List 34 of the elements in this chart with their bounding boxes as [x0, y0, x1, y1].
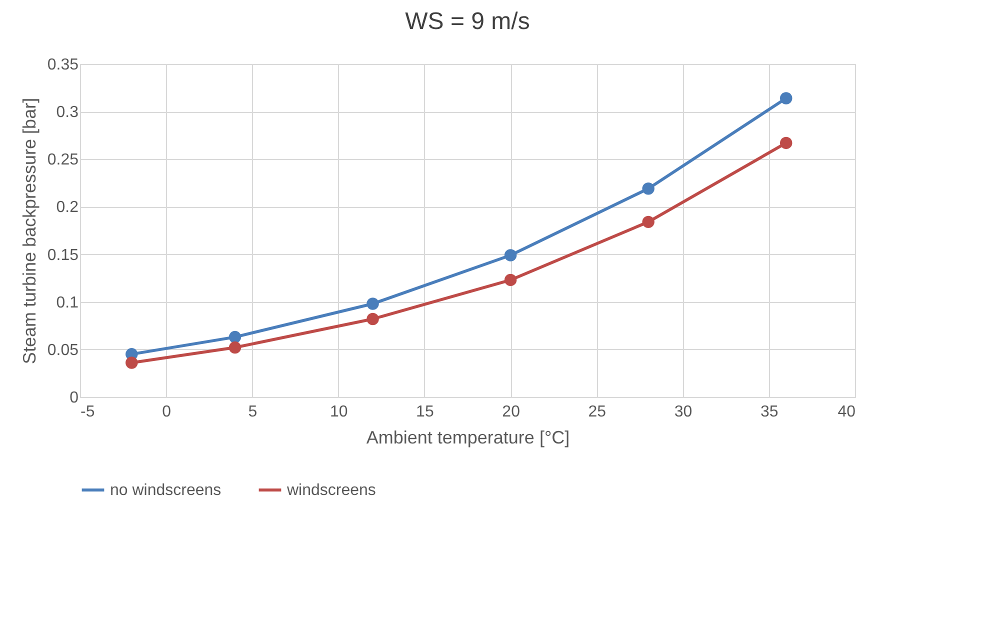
y-axis-title: Steam turbine backpressure [bar]	[19, 98, 40, 364]
point	[366, 312, 379, 326]
point	[504, 274, 517, 286]
point	[126, 356, 138, 369]
point	[642, 216, 654, 228]
x-tick-label: 0	[162, 404, 172, 420]
point	[504, 249, 517, 262]
x-tick-label: 10	[330, 404, 348, 420]
x-tick-label: -5	[80, 404, 95, 420]
y-tick-label: 0.35	[47, 56, 79, 74]
y-tick-label: 0.2	[56, 199, 79, 216]
y-tick-label: 0.25	[47, 152, 79, 169]
y-tick-label: 0	[70, 390, 79, 406]
point	[366, 298, 379, 310]
legend-label: windscreens	[286, 482, 376, 499]
y-tick-label: 0.1	[56, 294, 79, 312]
point	[228, 330, 242, 344]
point	[642, 182, 654, 195]
y-tick-label: 0.3	[56, 104, 79, 122]
chart-title: WS = 9 m/s	[405, 8, 530, 35]
y-tick-label: 0.05	[47, 342, 79, 359]
x-tick-label: 5	[248, 404, 258, 420]
point	[228, 341, 242, 354]
x-tick-label: 20	[502, 404, 520, 420]
x-tick-label: 35	[760, 404, 778, 420]
x-axis-title: Ambient temperature [°C]	[366, 428, 570, 448]
y-tick-label: 0.15	[47, 246, 79, 264]
x-tick-label: 25	[588, 404, 606, 420]
legend-label: no windscreens	[110, 482, 222, 499]
point	[780, 92, 792, 104]
x-tick-label: 30	[674, 404, 692, 420]
point	[780, 136, 792, 150]
x-tick-label: 40	[838, 404, 856, 420]
x-tick-label: 15	[416, 404, 434, 420]
